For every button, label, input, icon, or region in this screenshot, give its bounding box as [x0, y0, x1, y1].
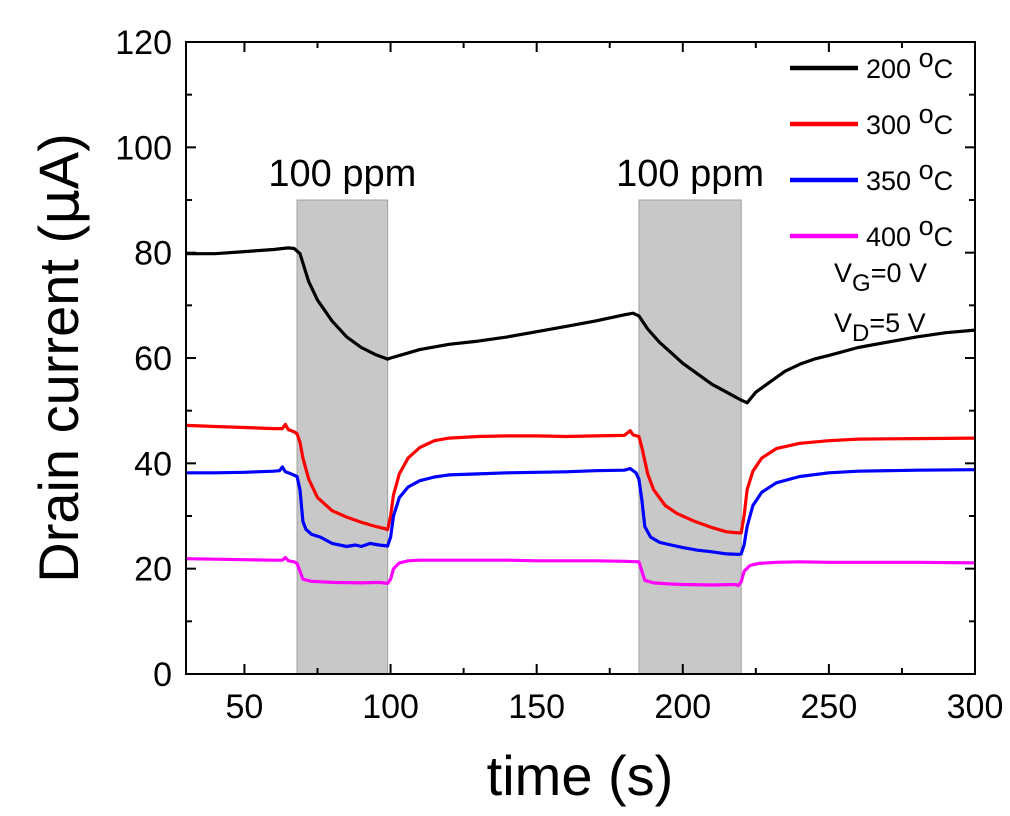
exposure-bands: [296, 199, 742, 675]
x-axis: 50 100 150 200 250 300: [226, 42, 1004, 726]
x-tick-label-100: 100: [362, 688, 419, 726]
legend: 200 oC 300 oC 350 oC 400 oC: [790, 43, 953, 252]
y-axis-title-unit: A): [27, 133, 90, 189]
y-tick-label-60: 60: [134, 340, 172, 378]
condition-d: VD=5 V: [834, 308, 926, 347]
y-tick-label-100: 100: [115, 129, 172, 167]
y-tick-label-20: 20: [134, 551, 172, 589]
exposure-band-2: [638, 199, 742, 675]
exposure-band-1: [296, 199, 389, 675]
y-tick-label-80: 80: [134, 235, 172, 273]
series-line-350: [186, 465, 976, 556]
x-tick-label-150: 150: [508, 688, 565, 726]
legend-label-300: 300 oC: [866, 99, 953, 140]
y-axis-title: Drain current (μA): [27, 133, 92, 583]
series-layer: [185, 246, 976, 588]
legend-label-350: 350 oC: [866, 155, 953, 196]
x-tick-label-300: 300: [947, 688, 1004, 726]
x-tick-label-200: 200: [654, 688, 711, 726]
legend-label-400: 400 oC: [866, 211, 953, 252]
x-tick-label-250: 250: [801, 688, 858, 726]
y-axis: 0 20 40 60 80 100 120: [115, 24, 975, 694]
bias-conditions: VG=0 V VD=5 V: [834, 258, 927, 347]
exposure-label-2: 100 ppm: [616, 153, 764, 195]
y-axis-title-main: Drain current (: [27, 225, 90, 583]
y-tick-label-120: 120: [115, 24, 172, 62]
series-line-400: [185, 556, 976, 588]
y-tick-label-0: 0: [153, 656, 172, 694]
y-tick-label-40: 40: [134, 445, 172, 483]
x-tick-label-50: 50: [226, 688, 264, 726]
y-axis-title-mu: μ: [27, 189, 92, 225]
exposure-labels: 100 ppm 100 ppm: [268, 153, 764, 195]
series-line-300: [185, 422, 976, 535]
condition-g: VG=0 V: [834, 258, 927, 297]
legend-label-200: 200 oC: [866, 43, 953, 84]
series-line-200: [186, 246, 976, 405]
exposure-label-1: 100 ppm: [268, 153, 416, 195]
x-axis-title: time (s): [487, 744, 674, 807]
